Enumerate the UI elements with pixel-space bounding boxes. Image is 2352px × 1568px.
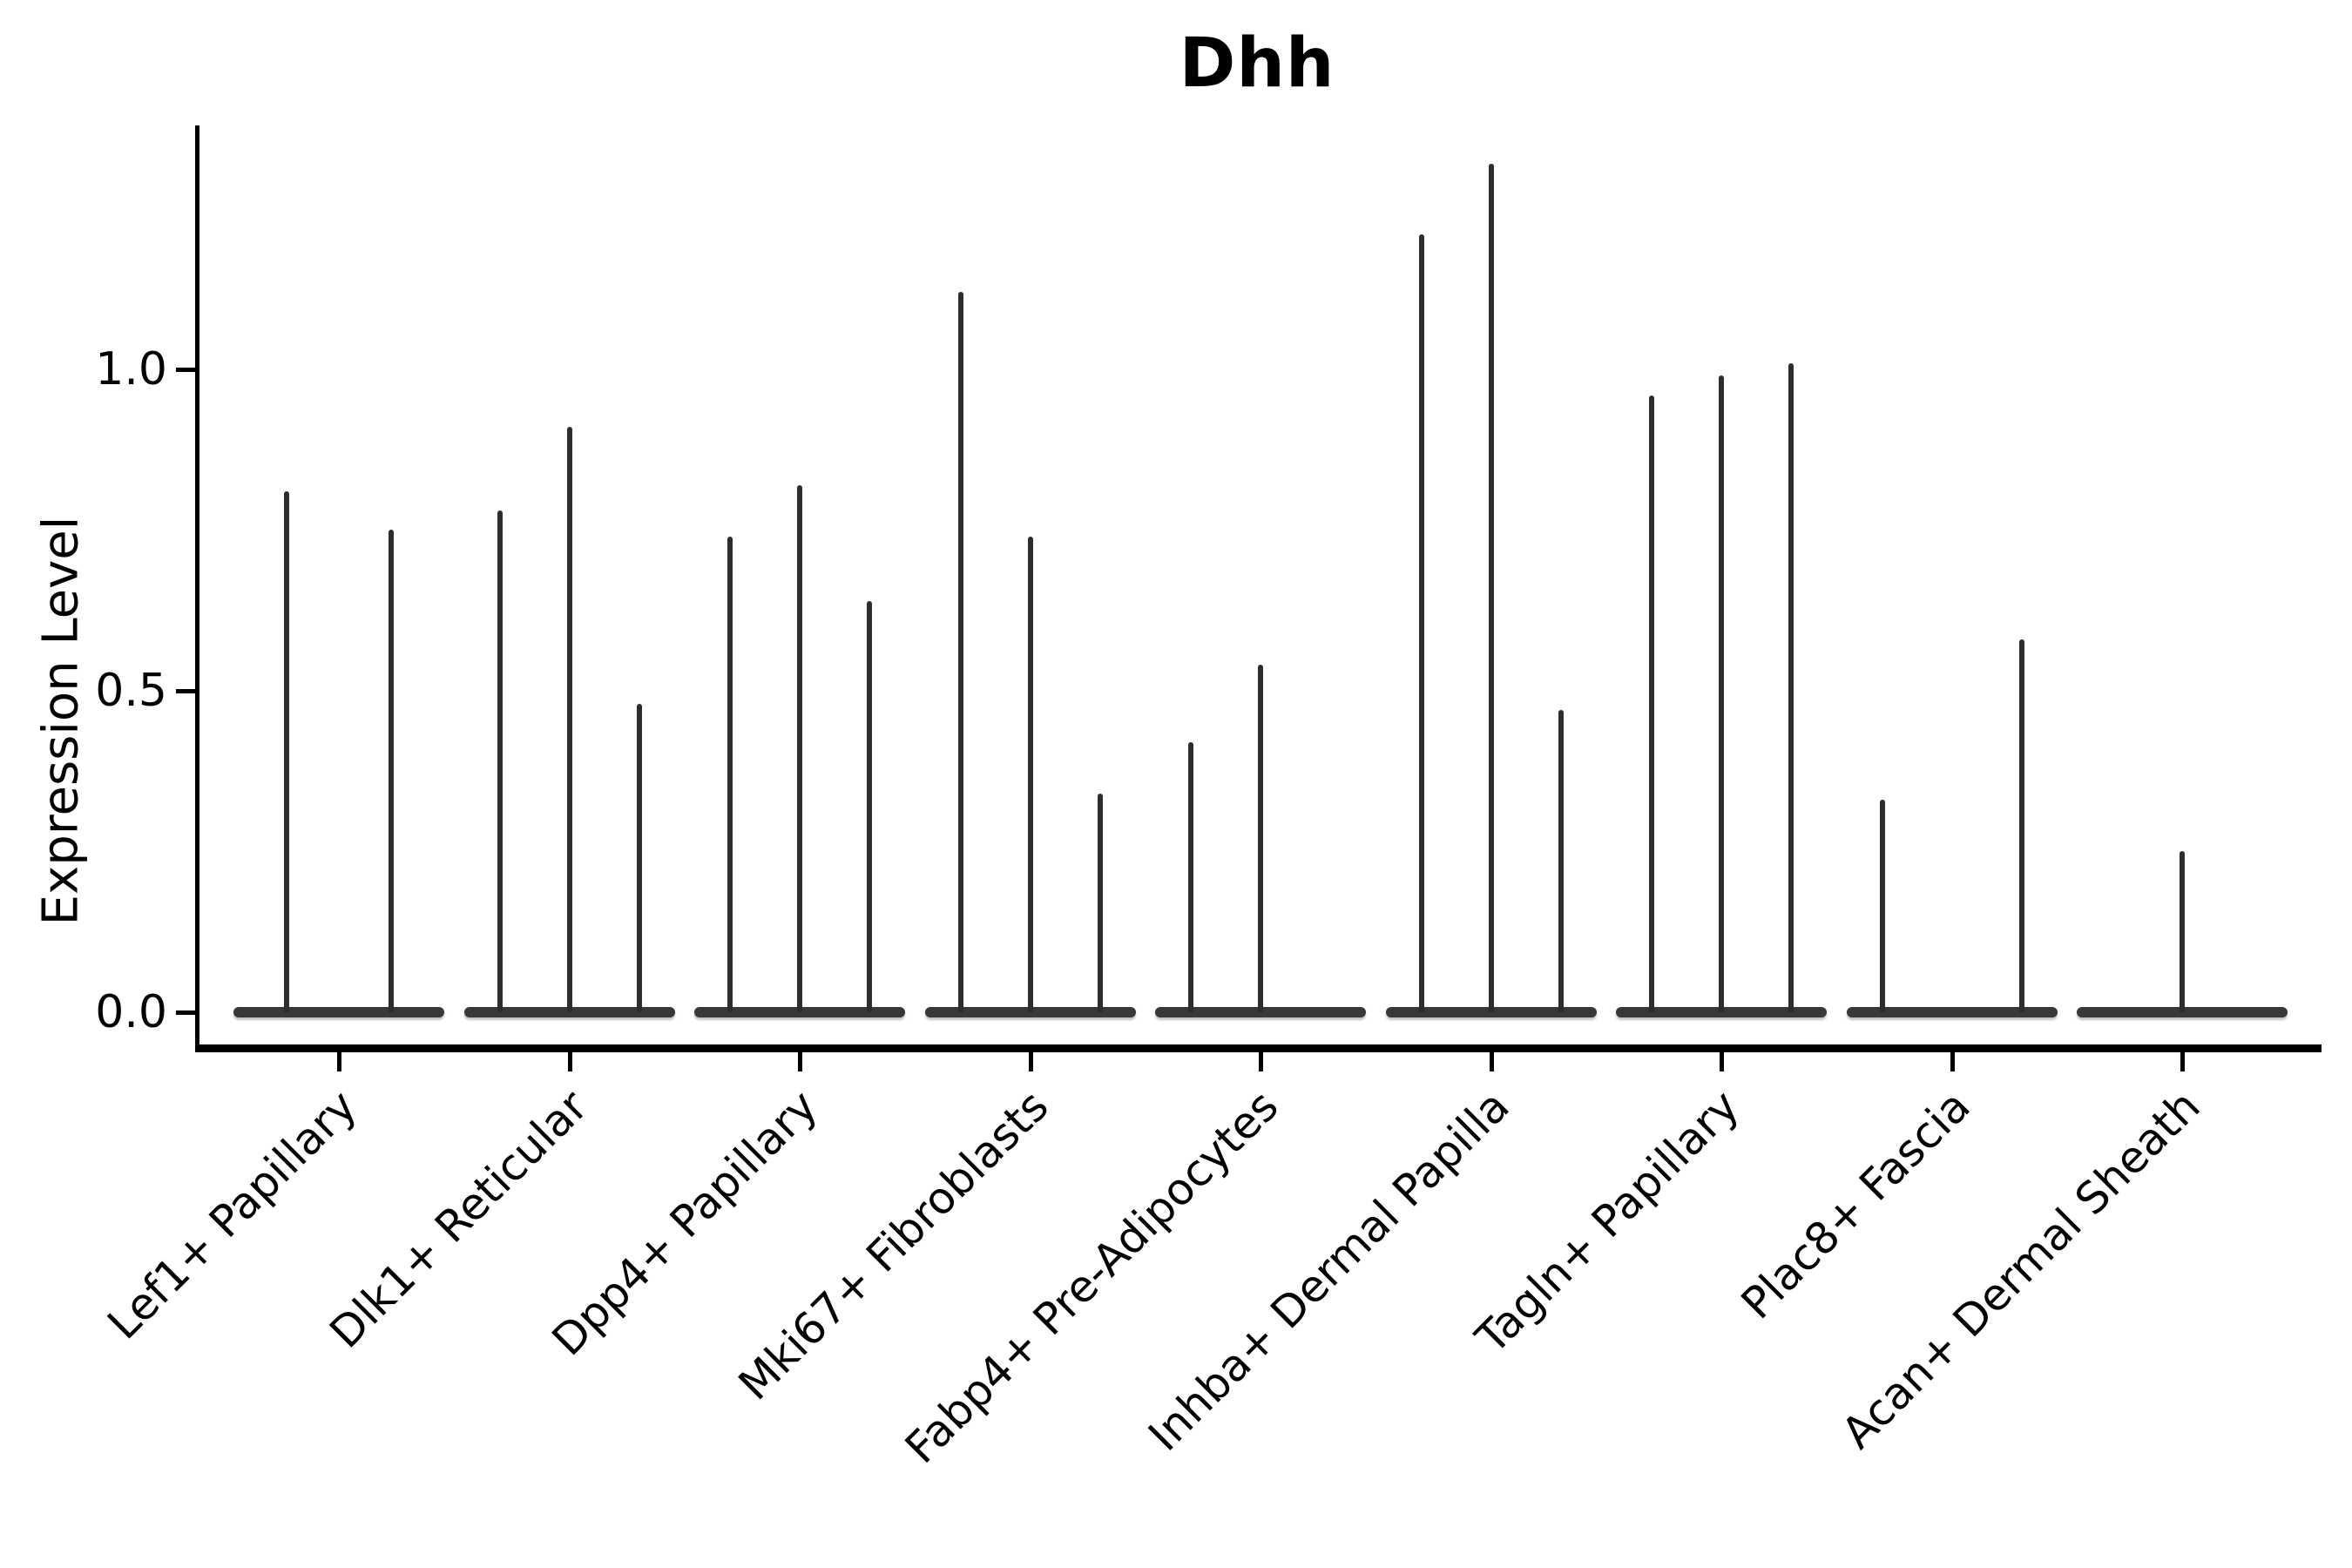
violin-spike xyxy=(727,537,733,1012)
x-tick-label: Inhba+ Dermal Papilla xyxy=(1138,1080,1519,1461)
x-axis-tick xyxy=(337,1052,341,1071)
y-axis-tick xyxy=(176,368,195,372)
violin-spike xyxy=(1488,164,1494,1012)
violin-spike xyxy=(1719,375,1724,1012)
violin-spike xyxy=(284,491,289,1012)
violin-base xyxy=(1385,1007,1597,1017)
violin-spike xyxy=(1558,710,1564,1012)
violin-base xyxy=(2077,1007,2288,1017)
violin-spike xyxy=(957,292,963,1012)
violin-base xyxy=(463,1007,675,1017)
x-axis-tick xyxy=(567,1052,572,1071)
violin-spike xyxy=(797,485,802,1012)
y-axis-tick xyxy=(176,1010,195,1015)
y-axis-spine xyxy=(195,125,199,1052)
violin-spike xyxy=(1879,800,1885,1012)
violin-base xyxy=(694,1007,905,1017)
violin-spike xyxy=(1097,794,1103,1012)
y-axis-tick xyxy=(176,689,195,693)
y-tick-label: 0.5 xyxy=(95,665,167,717)
x-axis-tick xyxy=(2180,1052,2185,1071)
x-tick-label: Fabp4+ Pre-Adipocytes xyxy=(896,1080,1288,1474)
violin-base xyxy=(233,1007,444,1017)
violin-spike xyxy=(636,704,642,1012)
plot-title: Dhh xyxy=(1179,24,1335,103)
x-tick-label: Dpp4+ Papillary xyxy=(542,1080,828,1366)
violin-spike xyxy=(1188,742,1193,1012)
violin-spike xyxy=(497,510,503,1012)
violin-spike xyxy=(1649,395,1654,1012)
y-tick-label: 0.0 xyxy=(95,986,167,1038)
x-tick-label: Acan+ Dermal Sheath xyxy=(1832,1080,2210,1459)
x-axis-spine xyxy=(195,1044,2322,1052)
x-tick-label: Tagln+ Papillary xyxy=(1466,1080,1749,1363)
violin-spike xyxy=(566,427,572,1012)
violin-spike xyxy=(1027,537,1033,1012)
violin-base xyxy=(1616,1007,1827,1017)
violin-spike xyxy=(1418,234,1424,1012)
violin-spike xyxy=(2018,639,2024,1012)
x-axis-tick xyxy=(1720,1052,1724,1071)
y-tick-label: 1.0 xyxy=(95,343,167,395)
x-tick-label: Mki67+ Fibroblasts xyxy=(728,1080,1058,1410)
violin-spike xyxy=(867,601,872,1012)
violin-base xyxy=(1846,1007,2058,1017)
x-axis-tick xyxy=(1259,1052,1263,1071)
x-axis-tick xyxy=(798,1052,802,1071)
x-axis-tick xyxy=(1028,1052,1033,1071)
x-tick-label: Dlk1+ Reticular xyxy=(319,1080,598,1358)
x-axis-tick xyxy=(1950,1052,1955,1071)
violin-spike xyxy=(1258,665,1263,1012)
violin-spike xyxy=(2180,851,2185,1012)
y-axis-label: Expression Level xyxy=(32,516,90,926)
violin-spike xyxy=(1788,363,1794,1012)
violin-base xyxy=(924,1007,1136,1017)
x-tick-label: Plac8+ Fascia xyxy=(1731,1080,1980,1329)
x-axis-tick xyxy=(1489,1052,1494,1071)
violin-base xyxy=(1155,1007,1366,1017)
violin-spike xyxy=(389,530,394,1012)
